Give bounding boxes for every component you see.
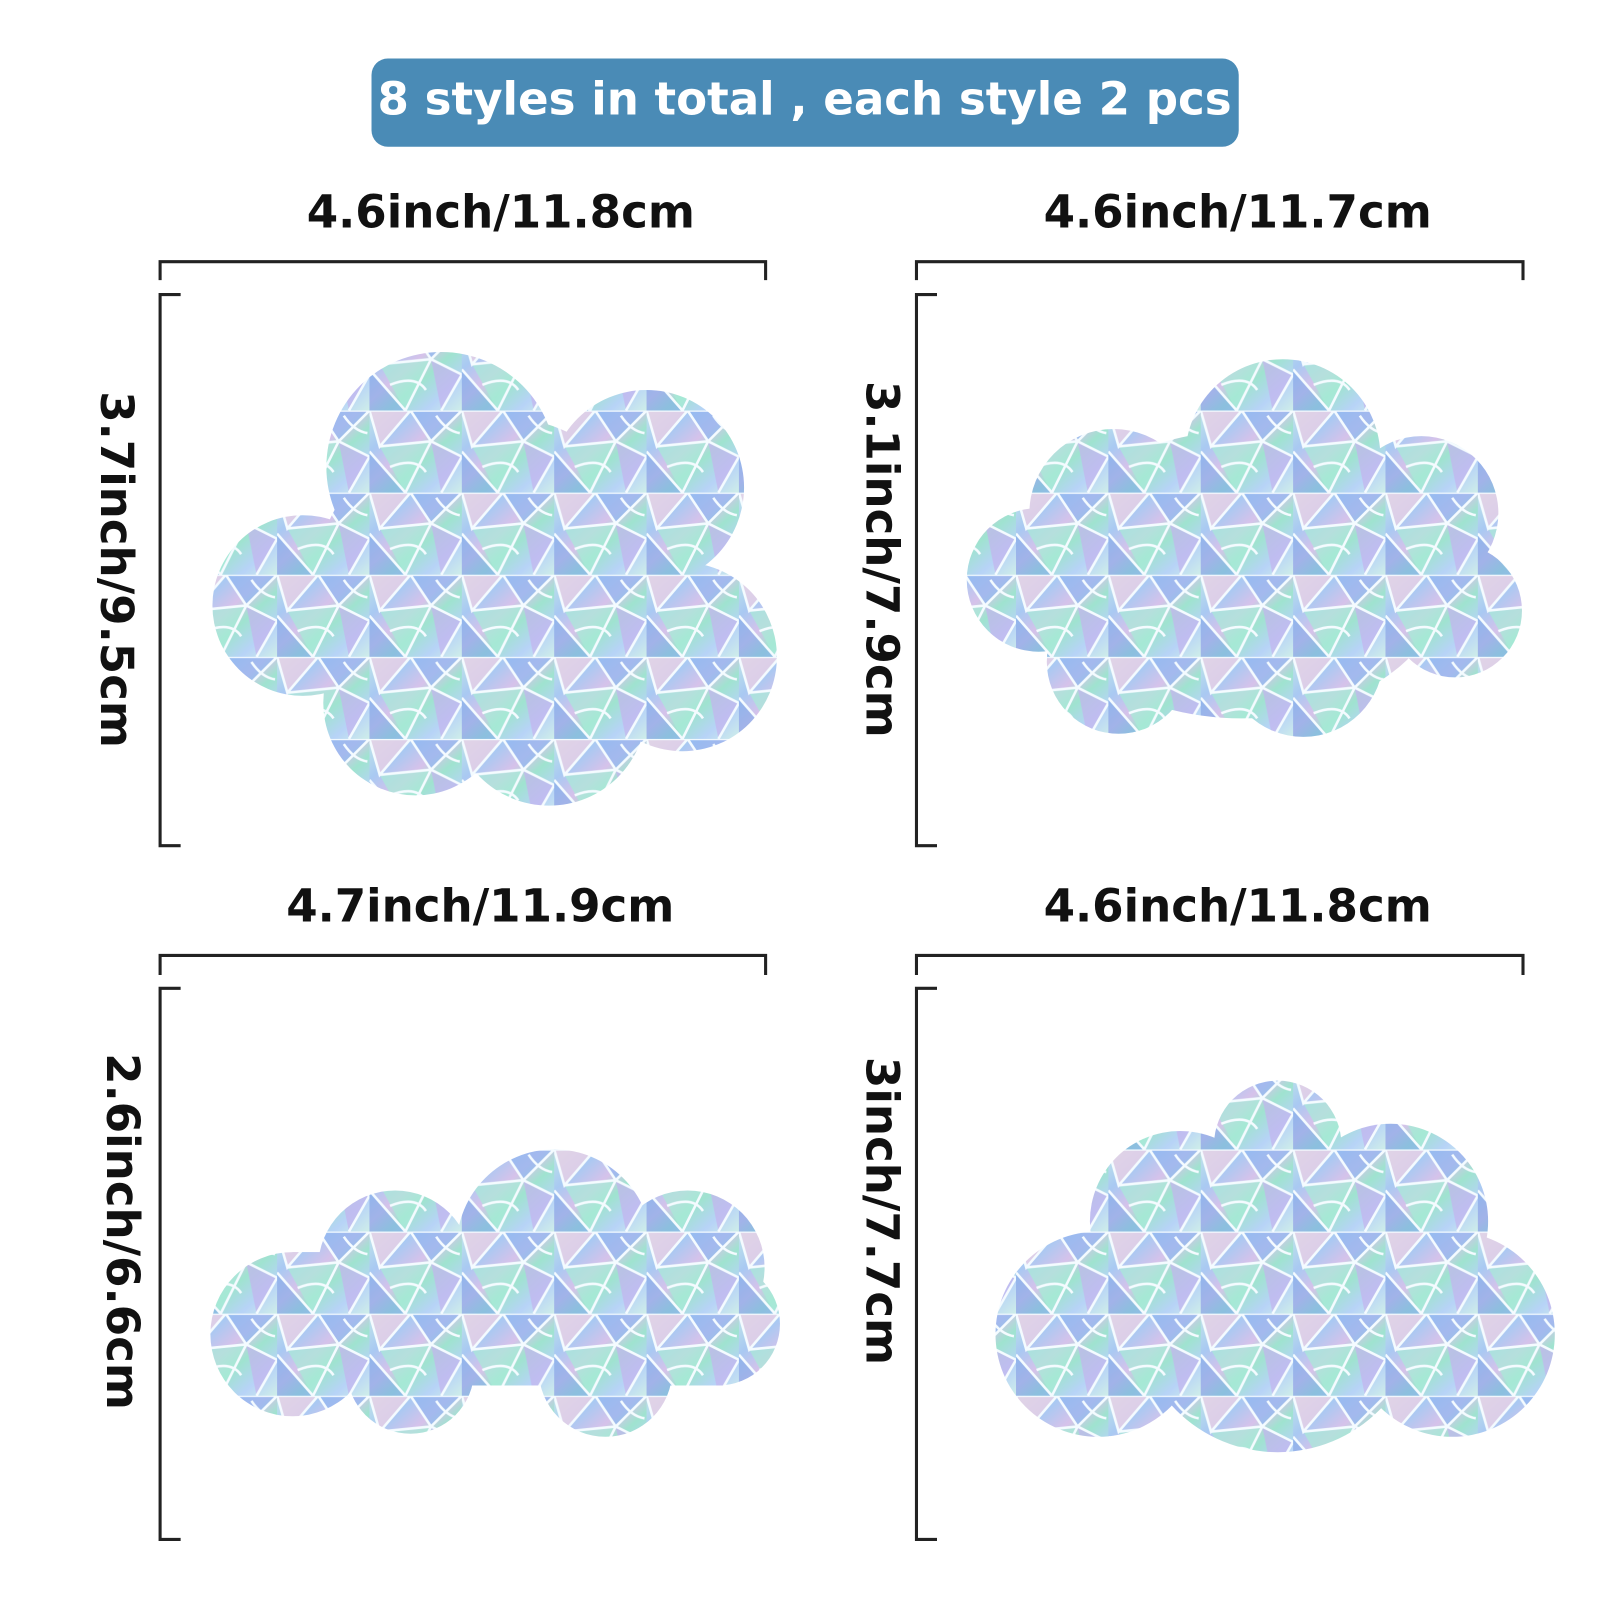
height-label: 3.1inch/7.9cm — [855, 381, 908, 738]
cloud-sticker — [966, 359, 1522, 737]
panel: 4.7inch/11.9cm 2.6inch/6.6cm — [96, 879, 780, 1541]
panel: 4.6inch/11.8cm 3inch/7.7cm — [855, 879, 1555, 1541]
height-label: 3.7inch/9.5cm — [90, 391, 143, 748]
height-label: 3inch/7.7cm — [855, 1057, 908, 1365]
title-banner — [371, 58, 1239, 147]
width-label: 4.6inch/11.7cm — [1044, 186, 1432, 239]
width-bracket — [158, 953, 768, 975]
width-bracket — [914, 260, 1525, 281]
width-label: 4.6inch/11.8cm — [307, 186, 695, 239]
height-bracket — [914, 293, 937, 848]
height-bracket — [158, 986, 181, 1541]
height-bracket — [914, 986, 937, 1541]
cloud-sticker — [995, 1080, 1555, 1453]
width-bracket — [914, 953, 1525, 975]
width-label: 4.6inch/11.8cm — [1044, 879, 1432, 932]
height-label: 2.6inch/6.6cm — [96, 1053, 149, 1410]
cloud-sticker — [212, 352, 777, 806]
title: 8 styles in total , each style 2 pcs — [378, 73, 1232, 126]
width-bracket — [158, 260, 768, 281]
width-label: 4.7inch/11.9cm — [286, 879, 674, 932]
panel: 4.6inch/11.8cm 3.7inch/9.5cm — [90, 186, 777, 848]
height-bracket — [158, 293, 181, 848]
cloud-sticker — [210, 1149, 780, 1437]
panel: 4.6inch/11.7cm 3.1inch/7.9cm — [855, 186, 1525, 848]
